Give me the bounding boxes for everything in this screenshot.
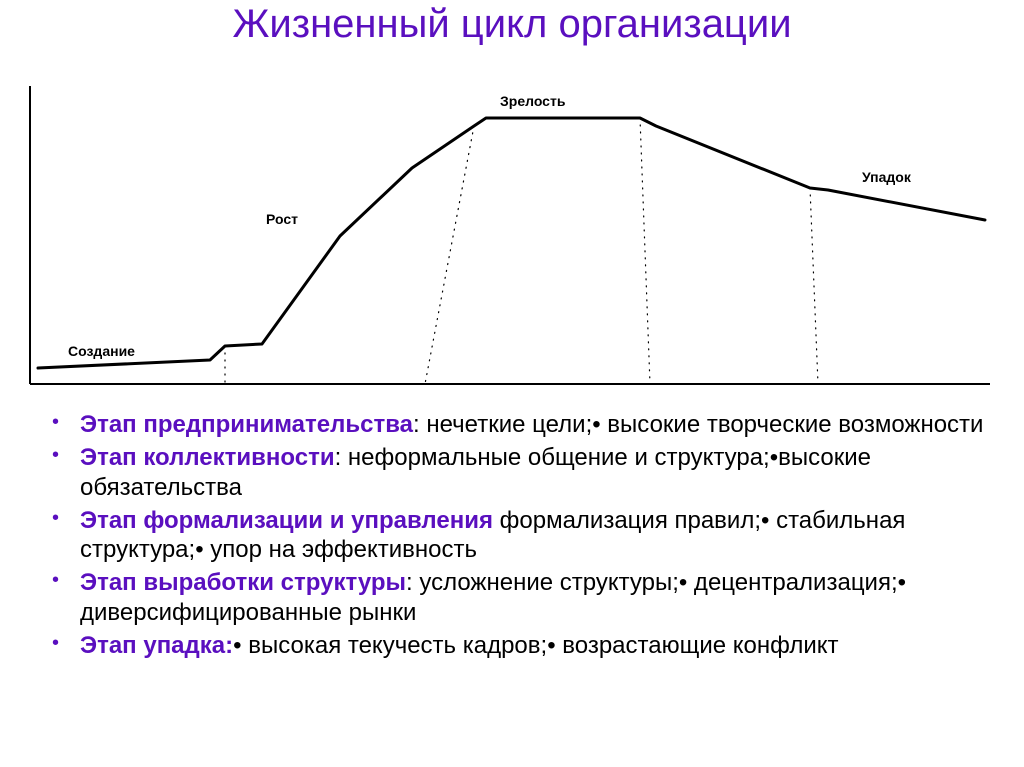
svg-text:Создание: Создание xyxy=(68,343,135,359)
bullet-item: Этап формализации и управления формализа… xyxy=(80,506,1020,565)
bullet-strong: Этап коллективности xyxy=(80,444,335,471)
bullet-item: Этап предпринимательства: нечеткие цели;… xyxy=(80,410,1020,439)
bullet-strong: Этап предпринимательства xyxy=(80,411,413,438)
bullet-strong: Этап формализации и управления xyxy=(80,507,493,534)
svg-text:Зрелость: Зрелость xyxy=(500,93,566,109)
page-title: Жизненный цикл организации xyxy=(0,0,1024,47)
bullet-strong: Этап выработки структуры xyxy=(80,569,406,596)
bullet-strong: Этап упадка: xyxy=(80,632,233,659)
bullet-item: Этап коллективности: неформальные общени… xyxy=(80,443,1020,502)
slide: Жизненный цикл организации Создание Рост З… xyxy=(0,0,1024,767)
bullet-list: Этап предпринимательства: нечеткие цели;… xyxy=(46,410,1020,664)
svg-text:Рост: Рост xyxy=(266,211,298,227)
bullet-item: Этап упадка:• высокая текучесть кадров;•… xyxy=(80,631,1020,660)
svg-text:Упадок: Упадок xyxy=(862,169,912,185)
lifecycle-chart: Создание Рост Зрелость Упадок xyxy=(20,68,1004,398)
bullet-rest: : нечеткие цели;• высокие творческие воз… xyxy=(413,411,983,438)
bullet-item: Этап выработки структуры: усложнение стр… xyxy=(80,568,1020,627)
bullet-rest: • высокая текучесть кадров;• возрастающи… xyxy=(233,632,838,659)
